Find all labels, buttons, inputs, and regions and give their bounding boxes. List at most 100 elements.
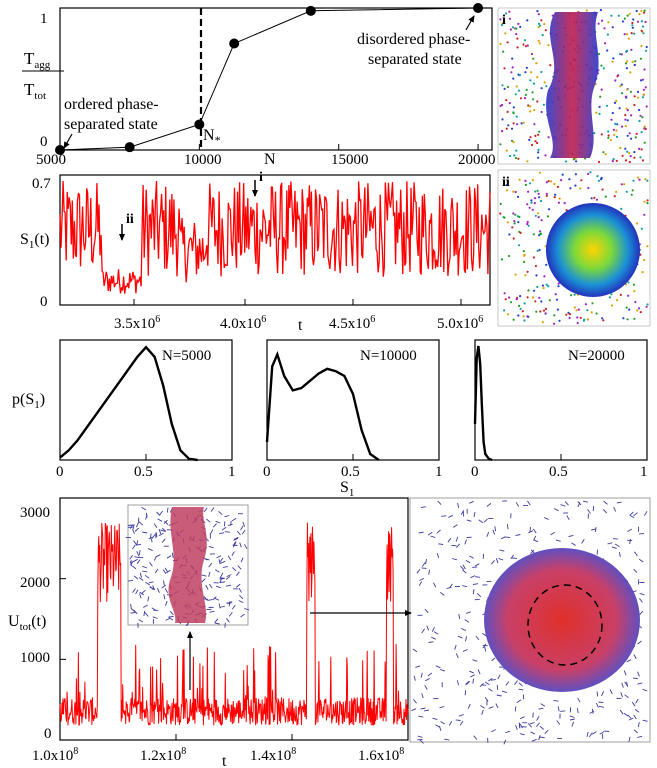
particle (610, 118, 613, 121)
panel-a-xtick-5000: 5000 (36, 152, 66, 168)
particle (533, 123, 536, 126)
particle (644, 20, 647, 24)
panel-d-xtick-16: 1.6x108 (358, 746, 404, 764)
particle (593, 196, 596, 199)
particle (614, 79, 617, 82)
particle (529, 79, 532, 82)
particle (505, 184, 508, 187)
particle (453, 524, 458, 528)
particle (514, 680, 518, 685)
particle (152, 616, 158, 619)
particle (505, 127, 508, 130)
particle (517, 89, 521, 92)
particle (580, 179, 583, 182)
particle (144, 574, 150, 579)
particle (646, 245, 649, 248)
particle (526, 222, 529, 226)
particle (227, 523, 233, 526)
particle (479, 683, 484, 688)
particle (644, 511, 648, 516)
particle (495, 558, 499, 564)
particle (558, 197, 561, 200)
particle (219, 532, 225, 535)
legend-n20000: N=20000 (568, 348, 625, 364)
panel-d-xtick-12: 1.2x108 (140, 746, 186, 764)
panel-c-ylabel: p(S1) (12, 391, 45, 411)
particle (612, 128, 616, 131)
particle (457, 635, 463, 639)
particle (565, 313, 568, 316)
particle (133, 609, 138, 615)
particle (149, 586, 155, 590)
particle (520, 716, 525, 720)
particle (528, 138, 531, 141)
particle (210, 507, 215, 512)
particle (519, 295, 522, 298)
particle (454, 644, 457, 650)
particle (518, 244, 521, 247)
particle (635, 698, 639, 704)
particle (143, 604, 148, 608)
particle (238, 600, 244, 604)
particle (481, 709, 484, 715)
panel-d-ticks (59, 497, 409, 741)
particle (632, 179, 635, 182)
particle (541, 284, 545, 287)
particle (465, 611, 471, 614)
particle (236, 530, 241, 536)
particle (514, 190, 517, 194)
particle (625, 190, 628, 193)
particle (518, 682, 523, 687)
panel-c1-xtick-05: 0.5 (134, 464, 153, 480)
particle (537, 151, 540, 154)
panel-d-xlabel: t (222, 753, 227, 768)
particle (232, 604, 236, 610)
particle (526, 270, 529, 273)
particle (142, 565, 148, 569)
particle (519, 25, 522, 28)
particle (540, 87, 543, 90)
particle (230, 520, 232, 526)
particle (501, 84, 504, 87)
particle (643, 141, 646, 144)
particle (602, 67, 605, 70)
particle (239, 594, 244, 600)
particle (638, 558, 644, 563)
inset-stripe-band (168, 507, 207, 623)
panel-c2-xtick-05: 0.5 (341, 464, 360, 480)
particle (499, 212, 502, 215)
particle (144, 612, 149, 617)
particle (510, 554, 515, 560)
particle (530, 201, 533, 204)
particle (534, 190, 537, 193)
particle (626, 119, 629, 122)
particle (465, 636, 468, 642)
particle (633, 103, 636, 107)
particle (621, 125, 624, 128)
particle (446, 586, 452, 589)
particle (205, 584, 209, 590)
data-point (305, 5, 316, 16)
particle (640, 131, 643, 134)
particle (475, 635, 480, 641)
particle (633, 317, 636, 320)
particle (220, 572, 224, 578)
panel-a-ytick-0: 0 (40, 134, 48, 150)
particle (524, 93, 527, 96)
particle (646, 199, 649, 202)
particle (632, 283, 636, 286)
particle (481, 632, 487, 637)
particle (420, 672, 423, 678)
particle (602, 319, 605, 322)
particle (607, 134, 610, 137)
panel-b-xtick-40: 4.0x106 (220, 314, 266, 332)
particle (155, 532, 158, 538)
particle (577, 308, 580, 311)
particle (206, 518, 211, 523)
particle (557, 285, 560, 288)
particle (536, 722, 540, 727)
particle (152, 585, 156, 591)
particle (540, 703, 546, 707)
particle (421, 567, 427, 569)
panel-d: 3000 2000 1000 0 Utot(t) 1.0x108 1.2x108… (8, 497, 409, 768)
